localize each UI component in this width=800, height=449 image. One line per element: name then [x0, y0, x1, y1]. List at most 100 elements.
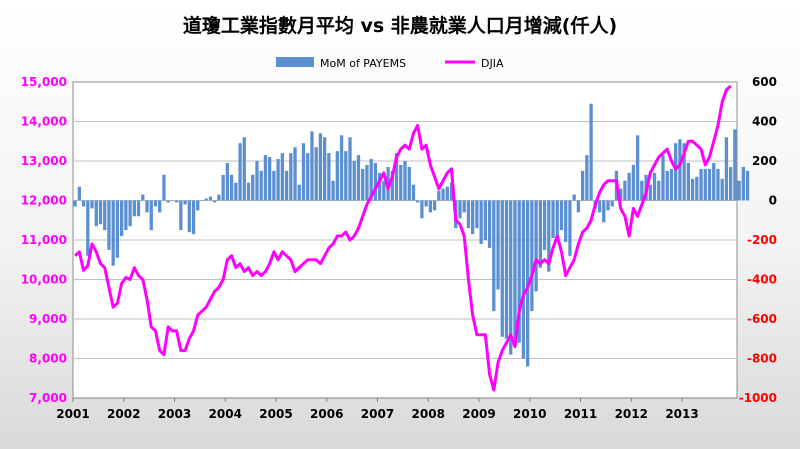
payems-bar — [483, 200, 488, 240]
right-tick-label: -600 — [747, 312, 777, 326]
left-axis-ticks: 7,000 8,000 9,000 10,000 11,000 12,000 13,000 1… — [21, 75, 67, 405]
left-tick-label: 13,000 — [21, 154, 67, 168]
payems-bar — [132, 200, 136, 217]
x-tick-label: 2006 — [310, 407, 343, 421]
right-tick-label: 200 — [752, 154, 777, 168]
payems-bar — [619, 188, 623, 201]
right-tick-label: -800 — [747, 352, 777, 366]
payems-bar — [606, 200, 610, 211]
payems-bar — [348, 137, 352, 201]
payems-bar — [149, 200, 153, 231]
payems-bar — [657, 180, 661, 201]
payems-bar — [631, 164, 636, 201]
payems-bar — [356, 155, 361, 201]
x-tick-label: 2005 — [259, 407, 292, 421]
payems-bar — [407, 166, 411, 201]
x-tick-label: 2004 — [209, 407, 242, 421]
payems-bar — [416, 200, 420, 203]
payems-bar — [559, 200, 564, 231]
legend-label-bar: MoM of PAYEMS — [320, 57, 406, 70]
payems-bar — [492, 200, 496, 312]
payems-bar — [77, 186, 81, 201]
payems-bar — [272, 170, 276, 201]
payems-bar — [119, 200, 124, 237]
legend-swatch-bar — [276, 57, 314, 67]
payems-bar — [115, 200, 120, 258]
payems-bar — [373, 162, 378, 201]
payems-bar — [276, 159, 280, 201]
right-tick-label: 400 — [752, 115, 777, 129]
x-tick-label: 2011 — [564, 407, 597, 421]
left-tick-label: 11,000 — [21, 233, 67, 247]
payems-bar — [716, 168, 720, 201]
payems-bar — [551, 200, 555, 239]
payems-bar — [424, 200, 428, 207]
payems-bar — [695, 176, 699, 201]
payems-bar — [661, 155, 665, 201]
payems-bar — [284, 170, 289, 201]
payems-bar — [394, 153, 399, 201]
payems-bar — [589, 103, 593, 201]
payems-bar — [449, 182, 454, 201]
payems-bar — [268, 157, 272, 201]
payems-bar — [166, 200, 170, 203]
payems-bar — [724, 137, 729, 201]
payems-bar — [128, 200, 132, 227]
payems-bar — [462, 200, 466, 213]
payems-bar — [403, 161, 407, 201]
payems-bar — [369, 159, 373, 201]
payems-bar — [517, 200, 521, 343]
payems-bar — [242, 137, 246, 201]
payems-bar — [162, 174, 166, 201]
payems-bar — [428, 200, 433, 213]
payems-bar — [576, 200, 581, 213]
payems-bar — [314, 147, 318, 201]
payems-bar — [331, 180, 335, 201]
payems-bar — [745, 170, 750, 201]
payems-bar — [475, 200, 479, 229]
payems-bar — [377, 172, 382, 201]
x-tick-label: 2009 — [462, 407, 495, 421]
payems-bar — [318, 133, 323, 201]
payems-bar — [471, 200, 475, 235]
x-tick-label: 2012 — [615, 407, 648, 421]
payems-bar — [572, 194, 576, 201]
payems-bar — [580, 170, 585, 201]
payems-bar — [542, 200, 547, 250]
payems-bar — [720, 178, 724, 201]
left-tick-label: 8,000 — [29, 352, 67, 366]
bar-series — [73, 103, 750, 367]
payems-bar — [712, 162, 716, 201]
payems-bar — [259, 170, 263, 201]
payems-bar — [280, 153, 284, 201]
payems-bar — [686, 162, 691, 201]
legend: MoM of PAYEMS DJIA — [276, 57, 504, 70]
payems-bar — [352, 161, 356, 201]
left-tick-label: 15,000 — [21, 75, 67, 89]
payems-bar — [707, 168, 712, 201]
payems-bar — [597, 200, 602, 213]
payems-bar — [411, 184, 416, 201]
x-tick-label: 2003 — [158, 407, 191, 421]
payems-bar — [213, 200, 217, 203]
payems-bar — [458, 200, 462, 219]
payems-bar — [208, 196, 213, 201]
right-tick-label: -400 — [747, 273, 777, 287]
payems-bar — [441, 188, 445, 201]
payems-bar — [141, 194, 145, 201]
x-axis-ticks: 2001 2002 2003 2004 2005 2006 2007 2008 2009 2010… — [56, 398, 699, 421]
payems-bar — [741, 166, 745, 201]
payems-bar — [103, 200, 107, 231]
payems-bar — [251, 174, 255, 201]
payems-bar — [466, 200, 471, 229]
payems-bar — [301, 143, 306, 201]
payems-bar — [98, 200, 103, 225]
payems-bar — [437, 190, 441, 201]
left-tick-label: 7,000 — [29, 391, 67, 405]
payems-bar — [500, 200, 504, 337]
payems-bar — [555, 200, 559, 242]
payems-bar — [534, 200, 538, 292]
legend-label-line: DJIA — [481, 57, 504, 70]
payems-bar — [73, 200, 77, 207]
